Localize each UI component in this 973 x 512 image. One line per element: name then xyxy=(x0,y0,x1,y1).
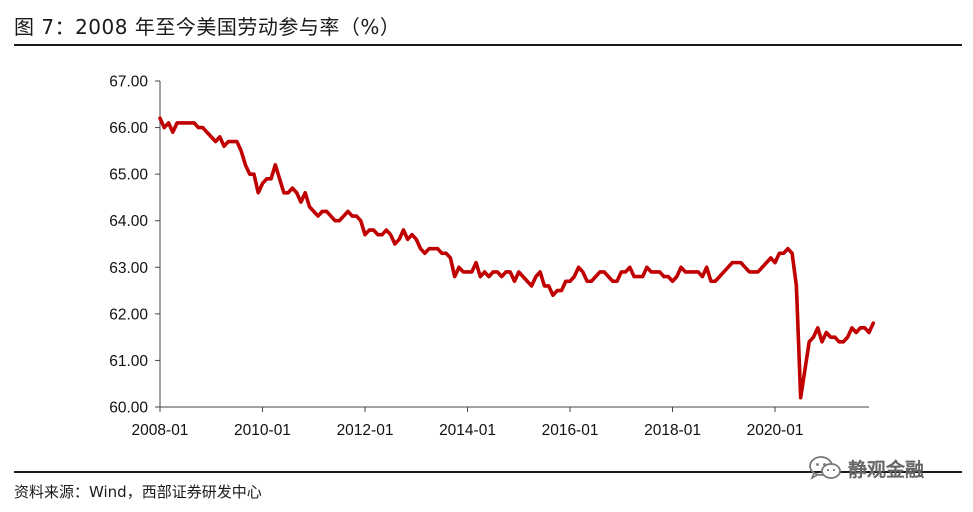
y-tick-label: 65.00 xyxy=(109,167,148,184)
watermark: 静观金融 xyxy=(808,452,924,484)
y-tick-label: 63.00 xyxy=(109,260,148,277)
x-tick-label: 2016-01 xyxy=(542,422,599,439)
x-tick-label: 2018-01 xyxy=(644,422,701,439)
x-tick-label: 2012-01 xyxy=(337,422,394,439)
y-tick-label: 60.00 xyxy=(109,400,148,417)
x-axis: 2008-01 2010-01 2012-01 2014-01 2016-01 2018-… xyxy=(132,406,869,439)
wechat-icon xyxy=(809,456,841,480)
watermark-text: 静观金融 xyxy=(848,458,925,481)
x-tick-label: 2010-01 xyxy=(234,422,291,439)
y-tick-label: 61.00 xyxy=(109,353,148,370)
line-chart: 60.00 61.00 62.00 63.00 64.00 65.00 66.00 67.00… xyxy=(109,74,876,439)
y-tick-label: 64.00 xyxy=(109,213,148,230)
figure-title: 图 7：2008 年至今美国劳动参与率（%） xyxy=(14,15,401,39)
bottom-rule xyxy=(14,471,962,473)
series-line-participation-rate xyxy=(158,116,876,400)
y-axis: 60.00 61.00 62.00 63.00 64.00 65.00 66.00 67.00 xyxy=(109,74,161,417)
y-tick-label: 67.00 xyxy=(109,74,148,91)
x-tick-label: 2020-01 xyxy=(747,422,804,439)
series-layer xyxy=(158,116,876,400)
source-note: 资料来源：Wind，西部证券研发中心 xyxy=(14,483,262,501)
y-tick-label: 66.00 xyxy=(109,120,148,137)
top-rule xyxy=(14,44,962,46)
x-tick-label: 2014-01 xyxy=(439,422,496,439)
y-tick-label: 62.00 xyxy=(109,306,148,323)
x-tick-label: 2008-01 xyxy=(132,422,189,439)
